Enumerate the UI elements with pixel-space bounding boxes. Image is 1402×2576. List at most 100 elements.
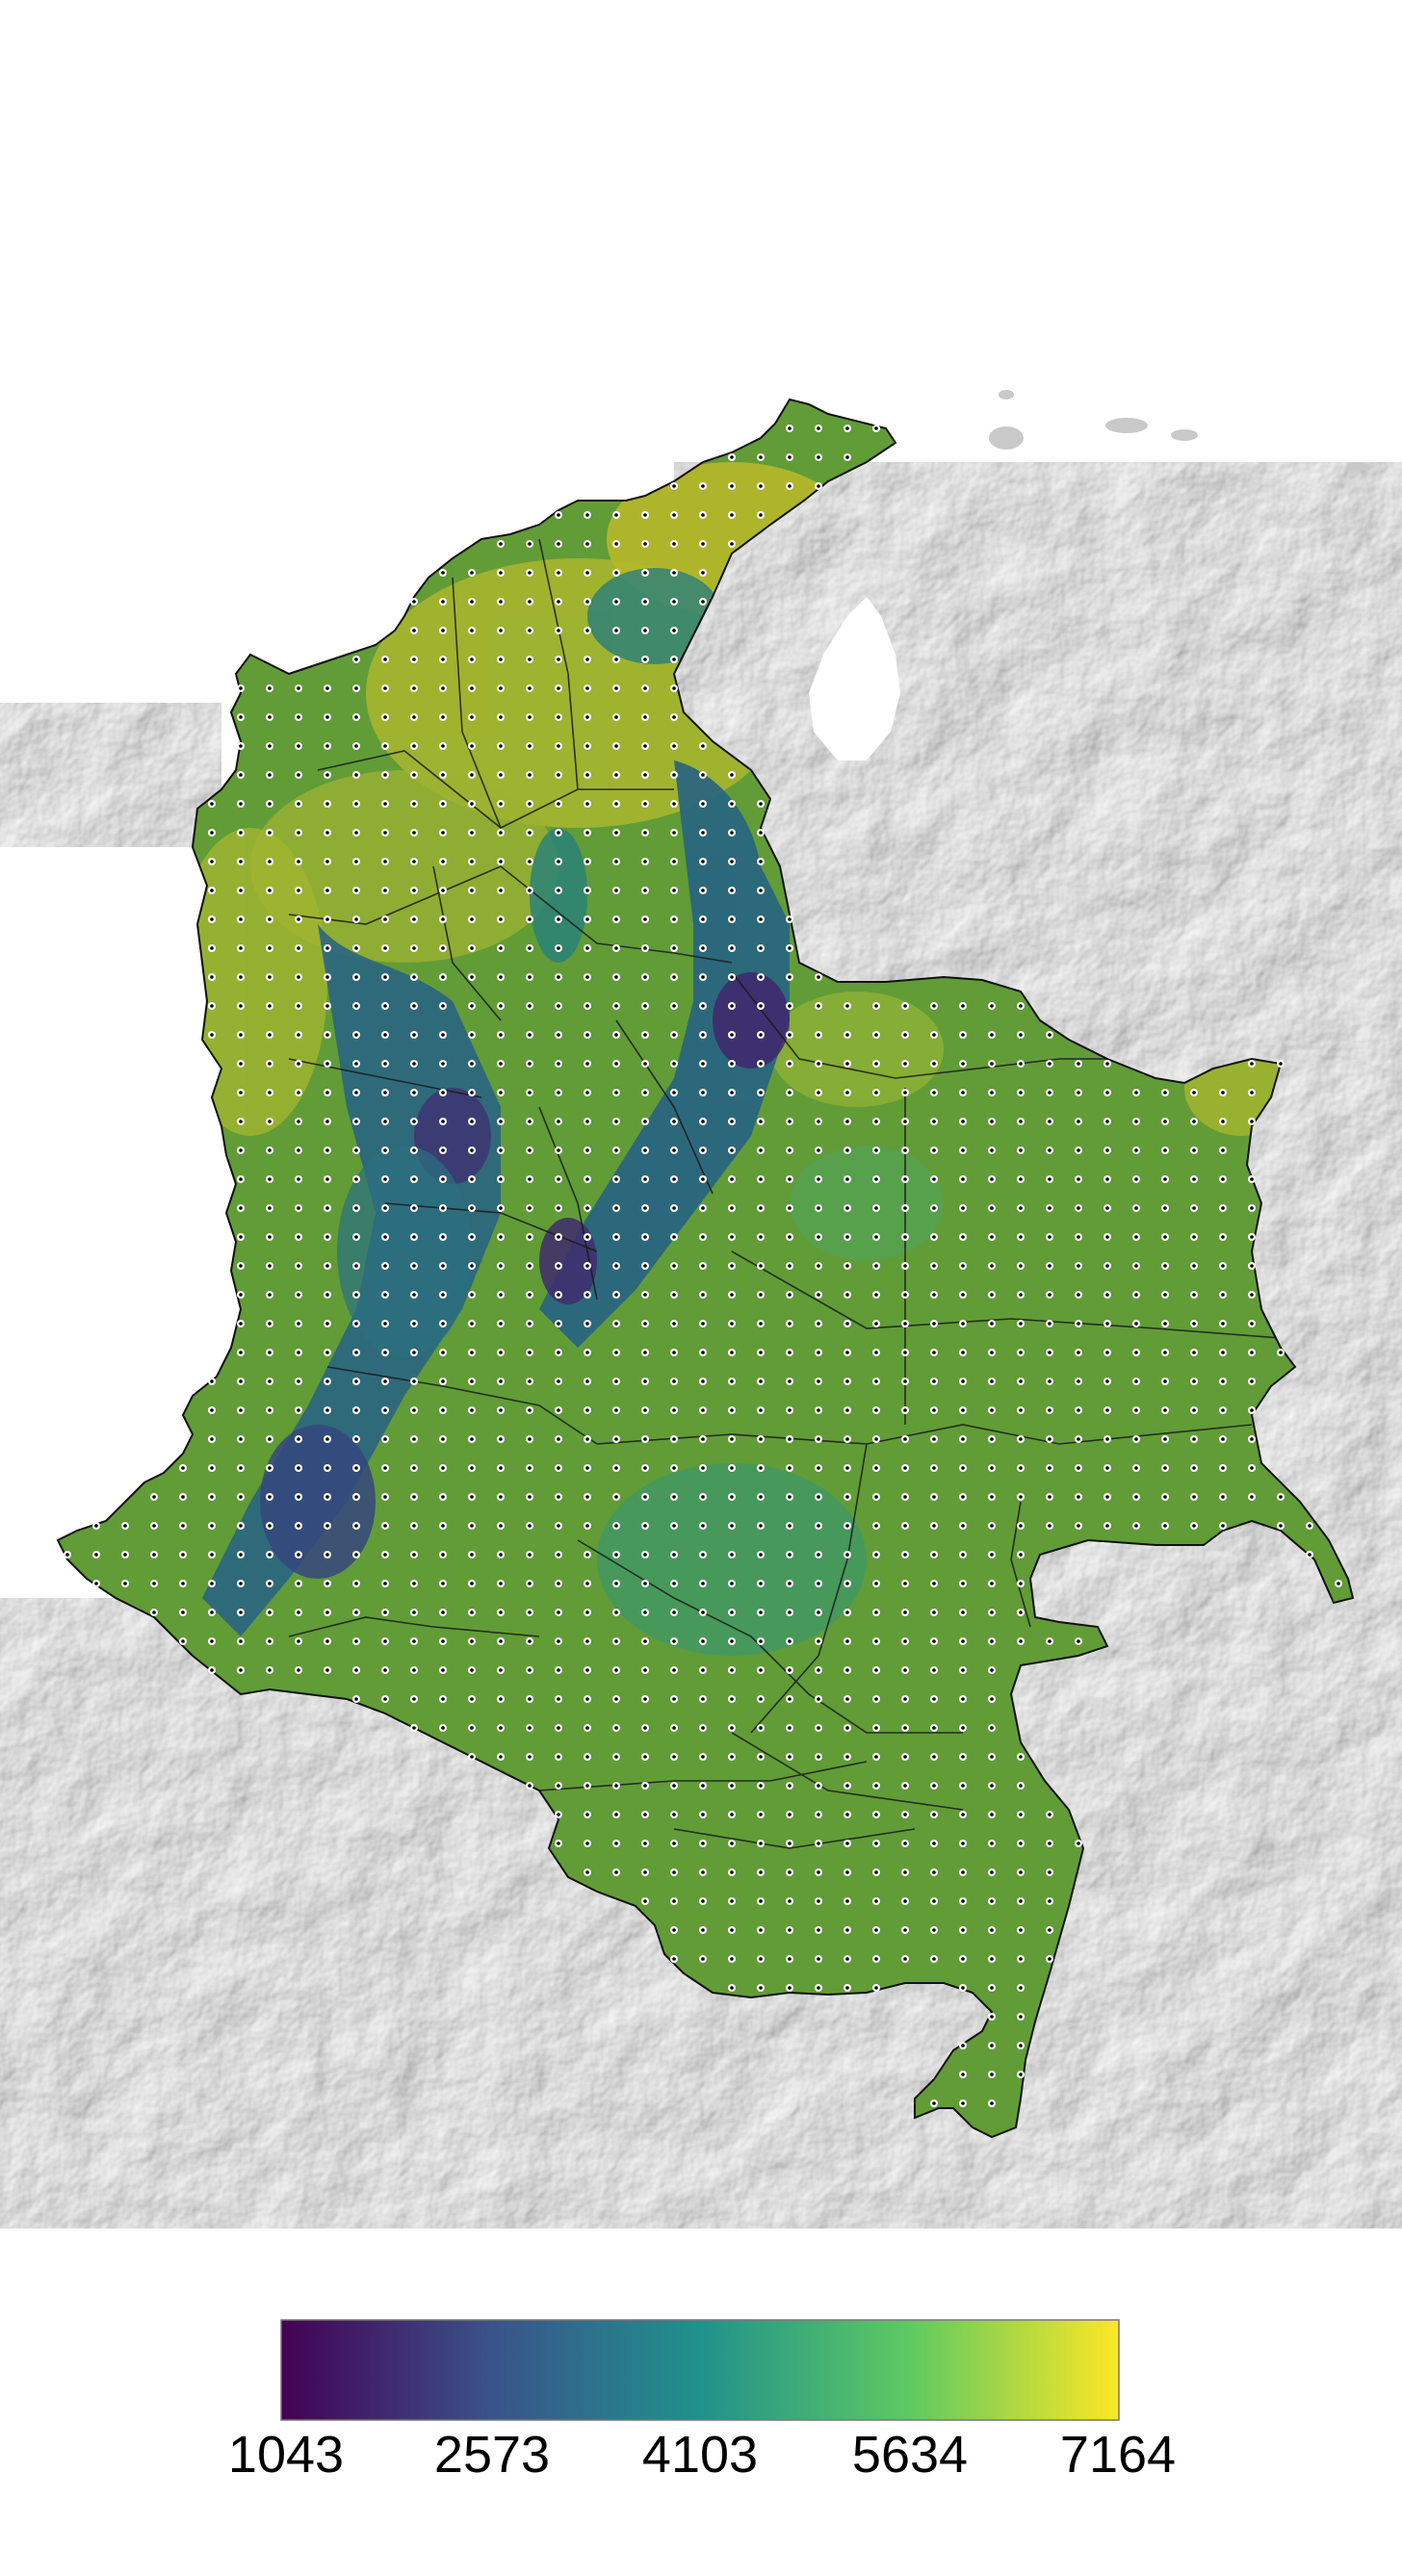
station-marker-center [932,1524,936,1528]
station-marker-center [1163,1264,1167,1268]
station-marker-center [557,946,560,950]
station-marker-center [499,946,503,950]
station-marker-center [903,1610,907,1614]
station-marker-center [1105,1408,1109,1412]
station-marker-center [932,1610,936,1614]
station-marker-center [585,1582,589,1585]
station-marker-center [932,1379,936,1383]
station-marker-center [557,686,560,690]
station-marker-center [1019,2073,1023,2076]
station-marker-center [1048,1235,1052,1239]
station-marker-center [585,1668,589,1672]
station-marker-center [441,1322,445,1326]
station-marker-center [614,1322,618,1326]
station-marker-center [788,1351,792,1354]
station-marker-center [585,1697,589,1701]
station-marker-center [817,1842,820,1845]
station-marker-center [614,1553,618,1557]
station-marker-center [961,1264,965,1268]
station-marker-center [672,1639,676,1643]
station-marker-center [845,1553,849,1557]
station-marker-center [1221,1264,1225,1268]
station-marker-center [1250,1091,1254,1095]
station-marker-center [557,773,560,777]
station-marker-center [499,1755,503,1759]
station-marker-center [730,1668,734,1672]
station-marker-center [1221,1351,1225,1354]
station-marker-center [557,1322,560,1326]
station-marker-center [412,1148,416,1152]
station-marker-center [412,1726,416,1730]
station-marker-center [874,1755,878,1759]
station-marker-center [903,1177,907,1181]
station-marker-center [1279,1351,1283,1354]
station-marker-center [470,1004,474,1008]
station-marker-center [441,1408,445,1412]
station-marker-center [845,1870,849,1874]
station-marker-center [788,1264,792,1268]
station-marker-center [932,1870,936,1874]
station-marker-center [1192,1264,1196,1268]
station-marker-center [1019,1120,1023,1123]
station-marker-center [441,975,445,979]
station-marker-center [210,1610,214,1614]
station-marker-center [585,542,589,546]
station-marker-center [1105,1062,1109,1066]
station-marker-center [528,1582,532,1585]
station-marker-center [874,1437,878,1441]
station-marker-center [614,889,618,892]
station-marker-center [470,629,474,632]
station-marker-center [730,1437,734,1441]
station-marker-center [585,629,589,632]
station-marker-center [903,1004,907,1008]
station-marker-center [1163,1408,1167,1412]
station-marker-center [325,975,329,979]
station-marker-center [961,1148,965,1152]
station-marker-center [672,860,676,863]
station-marker-center [759,975,763,979]
station-marker-center [412,1177,416,1181]
station-marker-center [325,917,329,921]
station-marker-center [585,802,589,806]
station-marker-center [297,1206,300,1210]
station-marker-center [672,1437,676,1441]
station-marker-center [643,657,647,661]
station-marker-center [412,1582,416,1585]
station-marker-center [701,484,705,488]
station-marker-center [672,1784,676,1788]
station-marker-center [383,1322,387,1326]
station-marker-center [1192,1120,1196,1123]
station-marker-center [817,1206,820,1210]
station-marker-center [1048,1437,1052,1441]
station-marker-center [585,1206,589,1210]
station-marker-center [239,1177,243,1181]
station-marker-center [557,1033,560,1037]
station-marker-center [1077,1293,1080,1297]
station-marker-center [817,1813,820,1816]
station-marker-center [672,1957,676,1961]
station-marker-center [990,1293,994,1297]
station-marker-center [961,1206,965,1210]
station-marker-center [990,1899,994,1903]
station-marker-center [788,1957,792,1961]
station-marker-center [701,1784,705,1788]
station-marker-center [585,600,589,604]
station-marker-center [297,773,300,777]
station-marker-center [585,1495,589,1499]
station-marker-center [643,1004,647,1008]
station-marker-center [325,1264,329,1268]
station-marker-center [1134,1091,1138,1095]
station-marker-center [614,657,618,661]
station-marker-center [585,1091,589,1095]
station-marker-center [297,1293,300,1297]
station-marker-center [499,1726,503,1730]
station-marker-center [325,1033,329,1037]
station-marker-center [672,1813,676,1816]
station-marker-center [297,1466,300,1470]
station-marker-center [730,1610,734,1614]
station-marker-center [672,1842,676,1845]
station-marker-center [470,657,474,661]
station-marker-center [528,1668,532,1672]
station-marker-center [325,1437,329,1441]
station-marker-center [614,1206,618,1210]
